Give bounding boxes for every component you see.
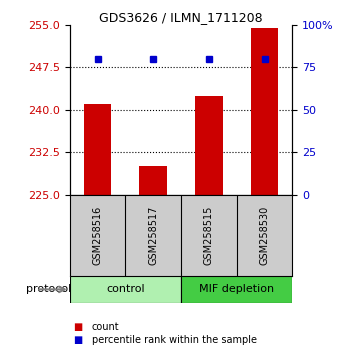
Text: ■: ■ bbox=[73, 335, 82, 345]
Text: GSM258517: GSM258517 bbox=[148, 206, 158, 265]
Text: GSM258530: GSM258530 bbox=[259, 206, 270, 265]
Text: protocol: protocol bbox=[26, 284, 71, 295]
Bar bbox=[251, 28, 278, 195]
Text: MIF depletion: MIF depletion bbox=[199, 284, 274, 295]
Text: ■: ■ bbox=[73, 322, 82, 332]
Text: control: control bbox=[106, 284, 145, 295]
Bar bbox=[181, 276, 292, 303]
Bar bbox=[195, 96, 223, 195]
Text: GSM258516: GSM258516 bbox=[92, 206, 103, 265]
Text: GSM258515: GSM258515 bbox=[204, 206, 214, 265]
Bar bbox=[70, 276, 181, 303]
Bar bbox=[139, 166, 167, 195]
Text: percentile rank within the sample: percentile rank within the sample bbox=[92, 335, 257, 345]
Text: count: count bbox=[92, 322, 119, 332]
Bar bbox=[84, 104, 112, 195]
Title: GDS3626 / ILMN_1711208: GDS3626 / ILMN_1711208 bbox=[99, 11, 263, 24]
